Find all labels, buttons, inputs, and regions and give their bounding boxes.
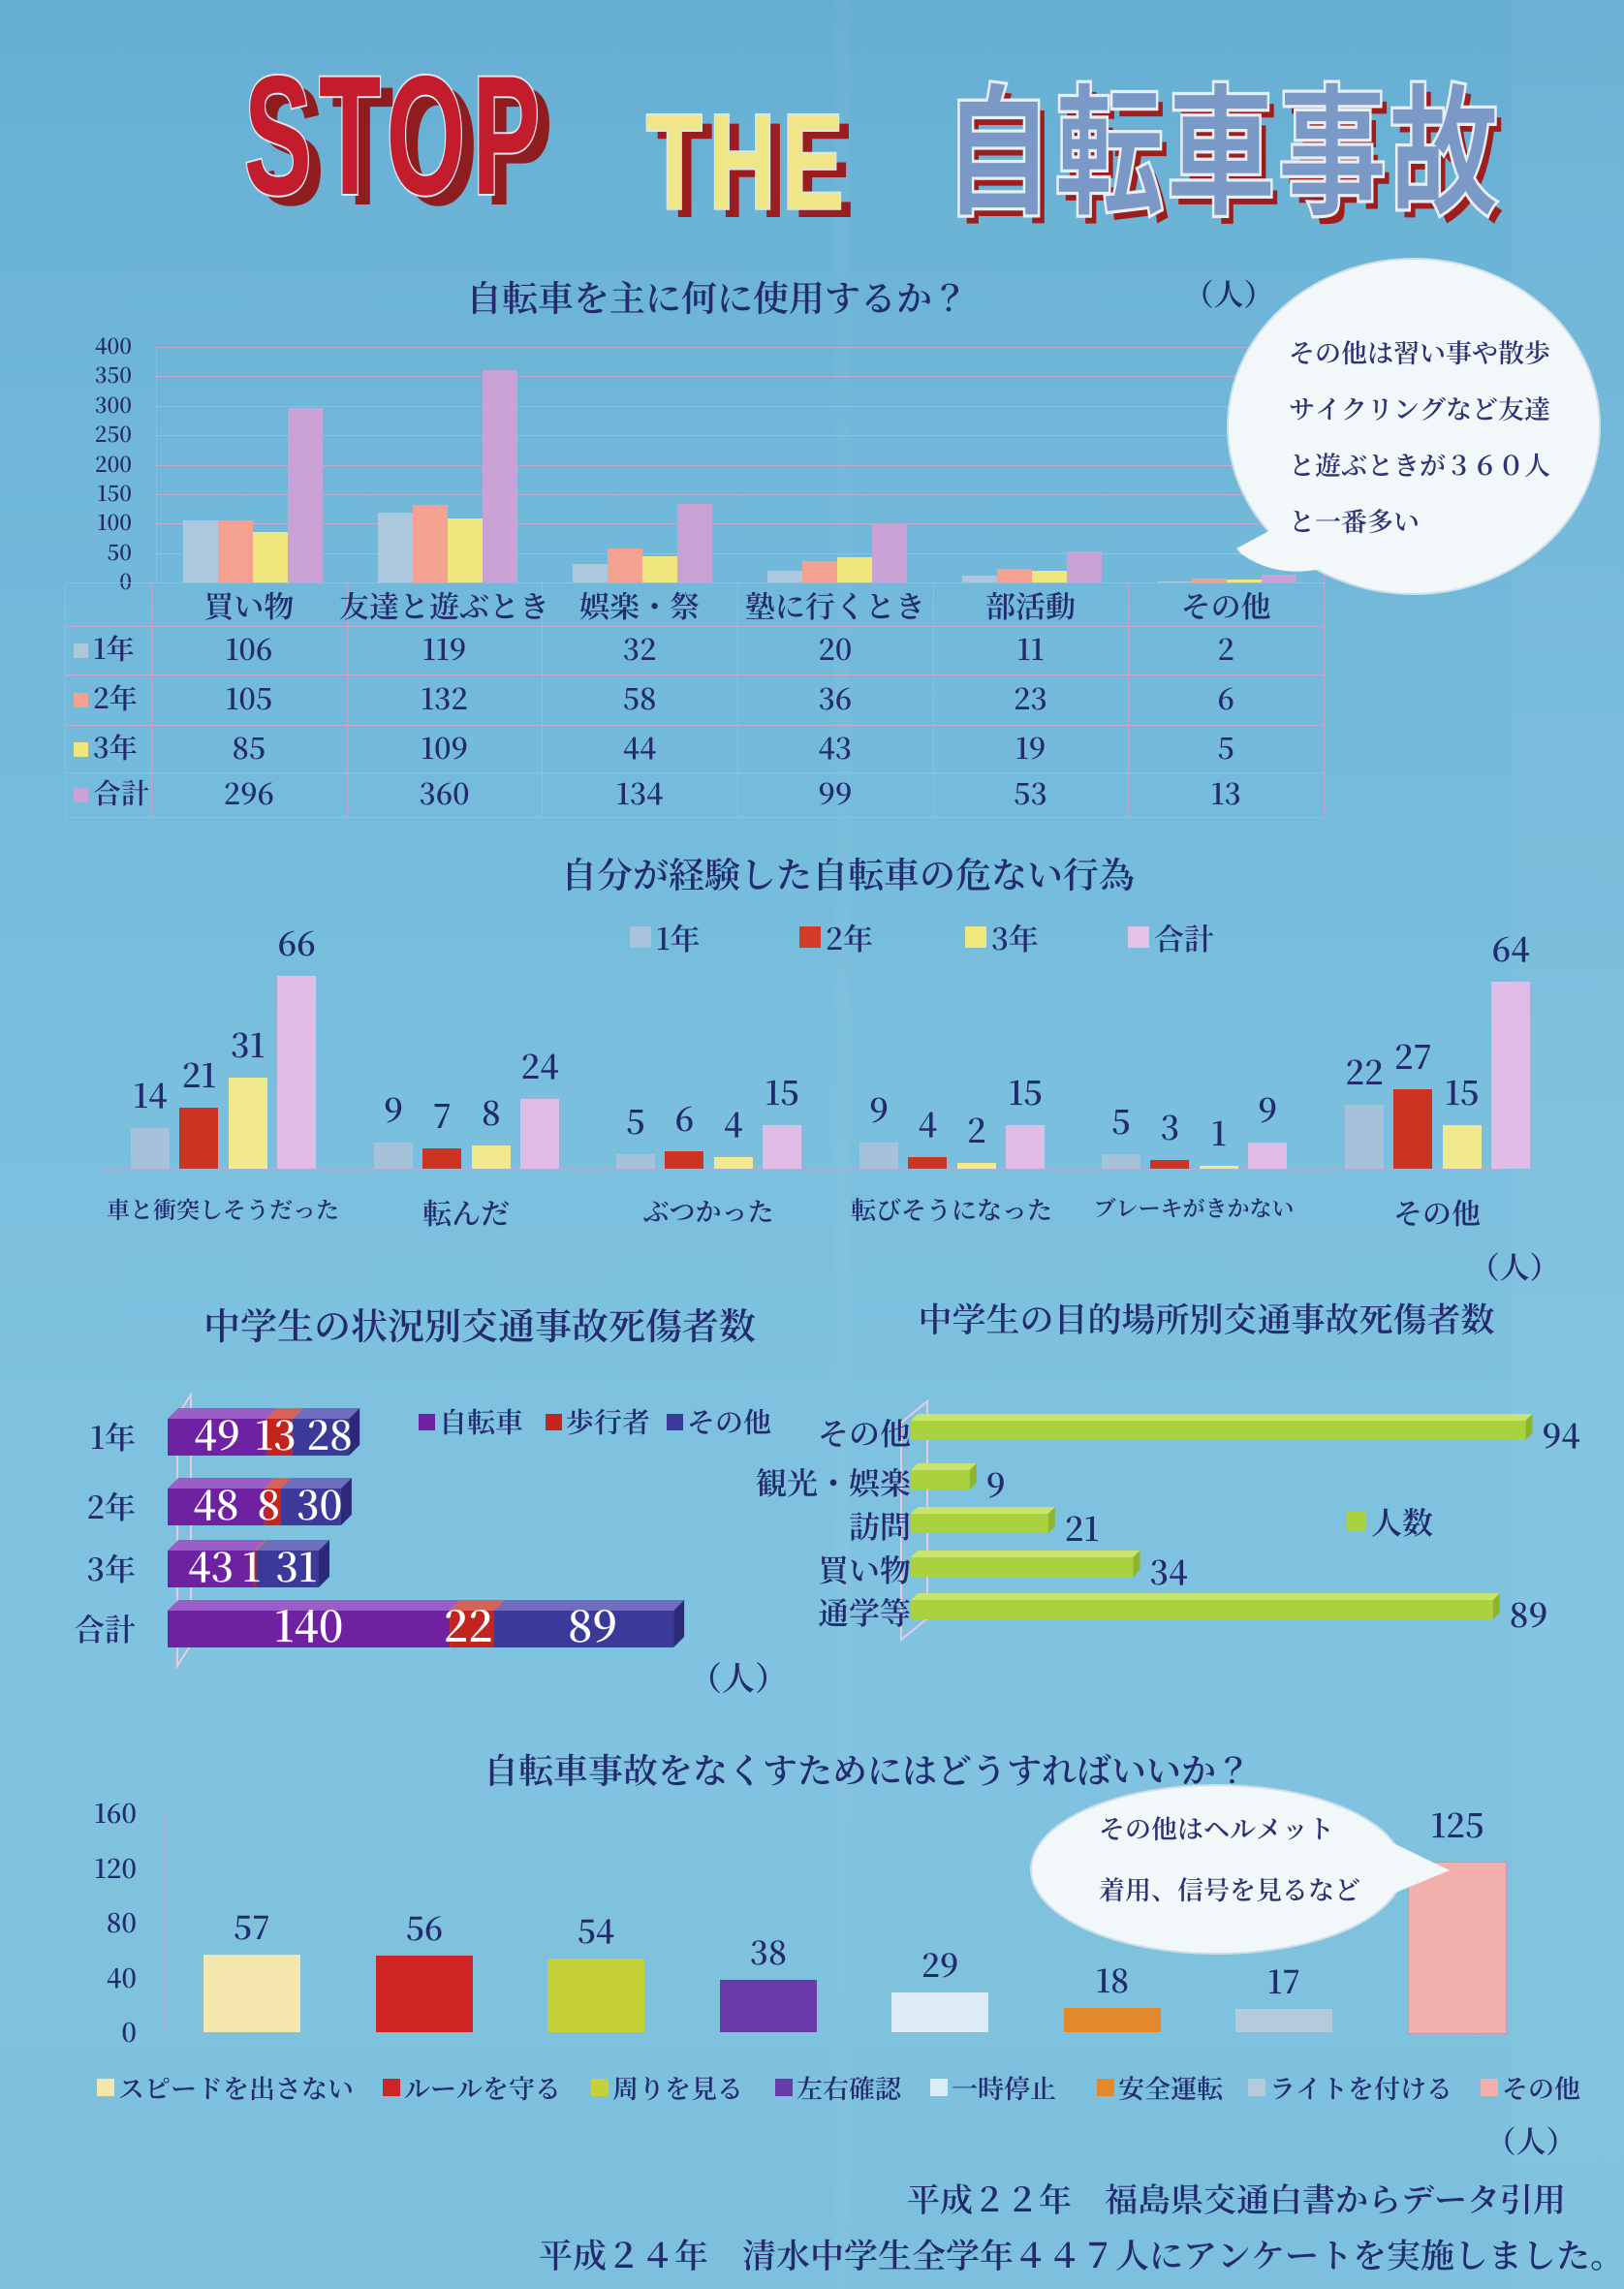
svg-text:89: 89 [1510, 1589, 1547, 1637]
svg-text:自転車事故: 自転車事故 [944, 77, 1501, 228]
svg-text:1: 1 [242, 1536, 261, 1593]
svg-text:13: 13 [255, 1404, 297, 1461]
svg-text:STOP: STOP [244, 52, 547, 227]
svg-text:THE: THE [657, 96, 861, 228]
svg-text:9: 9 [986, 1459, 1006, 1507]
svg-text:21: 21 [1065, 1503, 1100, 1551]
svg-text:30: 30 [297, 1474, 342, 1531]
svg-text:8: 8 [257, 1474, 280, 1531]
svg-text:31: 31 [275, 1536, 317, 1593]
svg-text:48: 48 [193, 1474, 238, 1531]
svg-text:28: 28 [306, 1404, 352, 1461]
svg-text:22: 22 [444, 1592, 493, 1654]
svg-text:STOP: STOP [257, 52, 560, 227]
svg-text:140: 140 [274, 1592, 343, 1654]
svg-text:43: 43 [188, 1536, 234, 1593]
svg-text:49: 49 [194, 1404, 240, 1461]
svg-text:94: 94 [1543, 1410, 1580, 1458]
svg-text:89: 89 [568, 1592, 617, 1654]
svg-text:34: 34 [1150, 1547, 1188, 1594]
svg-text:THE: THE [646, 92, 851, 228]
svg-text:自転車事故: 自転車事故 [951, 77, 1508, 228]
